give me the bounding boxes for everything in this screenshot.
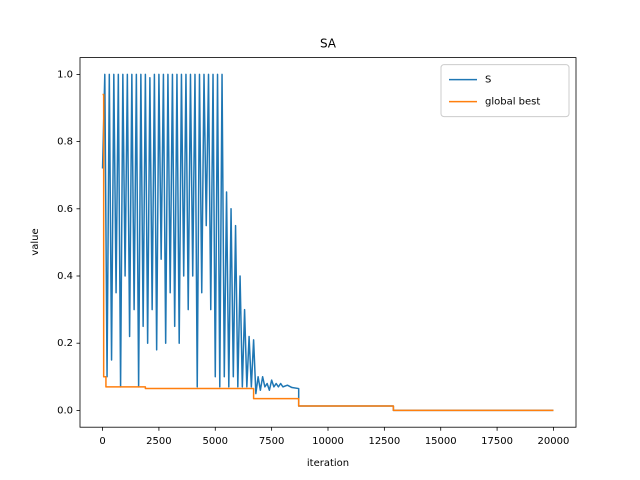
- line-series: [102, 93, 554, 412]
- x-tick-label: 15000: [425, 436, 457, 447]
- y-tick-label: 0.4: [57, 271, 73, 282]
- legend-label: S: [485, 75, 491, 86]
- x-tick-label: 0: [99, 436, 105, 447]
- y-tick-label: 0.0: [57, 405, 73, 416]
- x-axis-label: iteration: [307, 458, 349, 469]
- line-series: [101, 73, 554, 412]
- y-tick-label: 0.6: [57, 204, 73, 215]
- x-tick-label: 20000: [538, 436, 570, 447]
- legend-label: global best: [485, 97, 540, 108]
- x-tick-label: 17500: [481, 436, 513, 447]
- axes-frame: [79, 57, 577, 428]
- y-tick-label: 0.2: [57, 338, 73, 349]
- x-tick-label: 12500: [368, 436, 400, 447]
- x-tick-label: 7500: [259, 436, 284, 447]
- y-axis-label: value: [30, 228, 41, 255]
- x-tick-label: 5000: [203, 436, 228, 447]
- chart-title: SA: [320, 37, 337, 51]
- legend-box: [440, 64, 570, 118]
- y-tick-label: 0.8: [57, 137, 73, 148]
- x-tick-label: 10000: [312, 436, 344, 447]
- y-tick-label: 1.0: [57, 69, 73, 80]
- x-tick-label: 2500: [146, 436, 171, 447]
